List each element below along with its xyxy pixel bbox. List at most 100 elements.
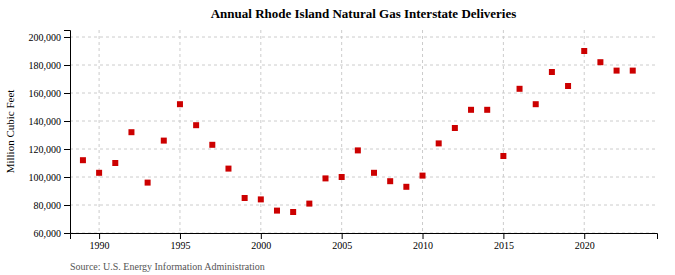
grid-line (70, 149, 657, 150)
point (549, 69, 555, 75)
y-tick-label: 60,000 (34, 228, 62, 239)
x-tick-label: 2005 (332, 240, 352, 251)
point (290, 209, 296, 215)
grid-line (341, 30, 342, 233)
x-tick: 2005 (332, 233, 352, 251)
x-tick-label: 2000 (251, 240, 271, 251)
grid-line (422, 30, 423, 233)
y-axis-title: Million Cubic Feet (4, 90, 16, 174)
y-tick-mark (64, 93, 70, 94)
point (225, 166, 231, 172)
point (322, 175, 328, 181)
y-axis: 60,000 80,000 100,000 120,000 140,000 160,000… (29, 31, 71, 239)
y-tick: 100,000 (29, 172, 71, 183)
grid-line (179, 30, 180, 233)
point (436, 140, 442, 146)
point (128, 129, 134, 135)
x-tick-label: 2020 (575, 240, 595, 251)
title: Annual Rhode Island Natural Gas Intersta… (211, 6, 517, 21)
y-tick-label: 80,000 (34, 200, 62, 211)
x-axis: 1990 1995 2000 2005 2010 2015 2020 (71, 233, 658, 251)
y-tick: 180,000 (29, 60, 71, 71)
grid-line (260, 30, 261, 233)
point (112, 160, 118, 166)
point (452, 125, 458, 131)
x-tick-label: 1995 (170, 240, 190, 251)
grid-line (99, 30, 100, 233)
y-tick-mark (64, 37, 70, 38)
y-tick-mark (64, 121, 70, 122)
point (242, 195, 248, 201)
grid-line (70, 93, 657, 94)
x-tick: 1995 (170, 233, 190, 251)
y-axis-line (64, 31, 71, 234)
y-tick: 160,000 (29, 88, 71, 99)
x-tick-label: 2015 (494, 240, 514, 251)
y-tick: 80,000 (34, 200, 71, 211)
y-tick: 120,000 (29, 144, 71, 155)
source-note: Source: U.S. Energy Information Administ… (70, 261, 265, 272)
x-tick-mark (342, 233, 343, 239)
y-tick-mark (64, 177, 70, 178)
point (517, 86, 523, 92)
point (371, 170, 377, 176)
point (614, 68, 620, 74)
y-tick: 200,000 (29, 32, 71, 43)
x-tick-mark (261, 233, 262, 239)
x-tick: 2010 (413, 233, 433, 251)
chart: 1990 1995 2000 2005 2010 2015 2020 60,000 80,000… (0, 0, 675, 275)
point (403, 184, 409, 190)
point (193, 122, 199, 128)
x-tick-label: 1990 (90, 240, 110, 251)
grid-line (70, 177, 657, 178)
grid-line (70, 205, 657, 206)
grid-line (584, 30, 585, 233)
point (355, 147, 361, 153)
x-tick-mark (503, 233, 504, 239)
point (468, 107, 474, 113)
point (500, 153, 506, 159)
grid-line (503, 30, 504, 233)
y-tick-mark (64, 149, 70, 150)
y-tick-label: 120,000 (29, 144, 62, 155)
y-tick-label: 100,000 (29, 172, 62, 183)
y-tick-label: 160,000 (29, 88, 62, 99)
x-tick-mark (180, 233, 181, 239)
grid (70, 30, 657, 233)
point (597, 59, 603, 65)
point (306, 201, 312, 207)
point (258, 196, 264, 202)
point (581, 48, 587, 54)
x-tick: 2020 (575, 233, 595, 251)
point (274, 208, 280, 214)
grid-line (70, 37, 657, 38)
grid-line (70, 121, 657, 122)
point (145, 180, 151, 186)
point (630, 68, 636, 74)
points (80, 48, 636, 215)
y-tick-mark (64, 65, 70, 66)
point (420, 173, 426, 179)
point (339, 174, 345, 180)
y-tick-label: 200,000 (29, 32, 62, 43)
point (209, 142, 215, 148)
y-tick-mark (64, 233, 70, 234)
point (484, 107, 490, 113)
x-tick: 2000 (251, 233, 271, 251)
x-tick: 1990 (90, 233, 110, 251)
grid-line (70, 65, 657, 66)
y-tick-label: 140,000 (29, 116, 62, 127)
x-tick-mark (584, 233, 585, 239)
point (387, 178, 393, 184)
x-tick: 2015 (494, 233, 514, 251)
y-tick-mark (64, 205, 70, 206)
y-tick: 140,000 (29, 116, 71, 127)
x-tick-mark (423, 233, 424, 239)
point (161, 138, 167, 144)
point (80, 157, 86, 163)
x-tick-mark (99, 233, 100, 239)
point (96, 170, 102, 176)
y-tick-label: 180,000 (29, 60, 62, 71)
y-tick: 60,000 (34, 228, 71, 239)
x-tick-label: 2010 (413, 240, 433, 251)
